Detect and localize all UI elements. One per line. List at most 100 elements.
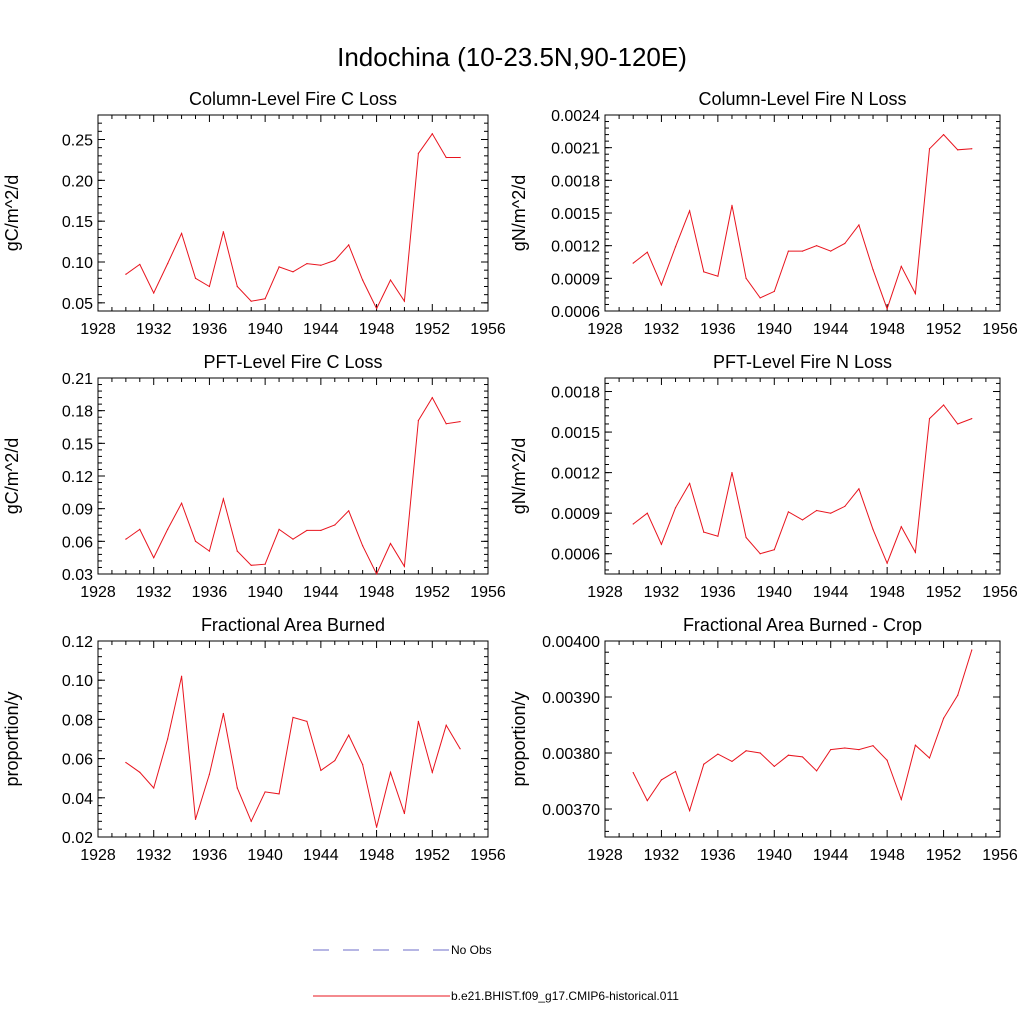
data-point (787, 754, 789, 756)
y-tick-label: 0.06 (62, 752, 93, 769)
data-point (278, 266, 280, 268)
data-point (674, 507, 677, 509)
chart-panel-3: 1928 1932 1936 1940 1944 1948 1952 1956 0.03 0.06… (2, 352, 506, 601)
x-tick-label: 1944 (813, 584, 849, 601)
plot-frame (97, 114, 489, 312)
x-tick-label: 1956 (470, 847, 506, 864)
data-point (801, 519, 804, 521)
data-point (320, 264, 322, 266)
chart-title: Column-Level Fire C Loss (189, 89, 397, 109)
x-tick-label: 1932 (644, 584, 680, 601)
data-point (264, 298, 266, 300)
data-point (167, 528, 169, 530)
data-point (403, 565, 406, 567)
data-point (139, 528, 141, 530)
data-point (674, 770, 677, 773)
data-point (375, 826, 378, 828)
x-tick-label: 1928 (587, 584, 623, 601)
x-tick-label: 1952 (414, 847, 450, 864)
x-tick-label: 1928 (587, 847, 623, 864)
data-point (773, 290, 775, 292)
data-point (914, 744, 916, 746)
x-tick-label: 1928 (80, 321, 116, 338)
data-point (660, 284, 663, 286)
y-tick-label: 0.0006 (551, 547, 600, 564)
data-point (306, 529, 308, 532)
data-point (180, 675, 183, 677)
chart-panel-2: 1928 1932 1936 1940 1944 1948 1952 1956 0.0006 0.… (509, 89, 1018, 338)
y-tick-label: 0.0024 (551, 108, 600, 125)
chart-title: Column-Level Fire N Loss (698, 89, 906, 109)
legend-label-model: b.e21.BHIST.f09_g17.CMIP6-historical.011 (451, 989, 679, 1003)
data-point (674, 246, 677, 248)
figure-title: Indochina (10-23.5N,90-120E) (337, 42, 687, 72)
y-tick-label: 0.21 (62, 371, 93, 388)
data-point (459, 420, 461, 423)
data-point (830, 512, 832, 514)
data-point (957, 423, 959, 425)
y-tick-label: 0.10 (62, 673, 93, 690)
y-tick-label: 0.0015 (551, 425, 600, 442)
data-point (417, 152, 419, 154)
x-tick-label: 1936 (700, 847, 736, 864)
data-point (830, 250, 832, 252)
x-tick-label: 1940 (756, 584, 792, 601)
plot-frame (97, 377, 489, 575)
data-point (153, 557, 155, 559)
data-point (632, 772, 634, 774)
x-tick-label: 1948 (359, 584, 395, 601)
x-tick-label: 1948 (359, 847, 395, 864)
data-point (844, 747, 846, 749)
data-point (689, 482, 691, 485)
y-tick-label: 0.02 (62, 830, 93, 847)
x-tick-label: 1956 (470, 321, 506, 338)
x-tick-label: 1936 (192, 321, 228, 338)
data-point (886, 562, 888, 564)
x-tick-label: 1932 (644, 847, 680, 864)
x-tick-label: 1944 (303, 847, 339, 864)
data-point (278, 528, 280, 530)
data-point (942, 404, 945, 406)
y-tick-label: 0.00400 (542, 634, 600, 651)
data-point (278, 793, 280, 795)
data-point (858, 749, 860, 751)
data-point (362, 279, 364, 281)
data-point (731, 472, 733, 474)
x-tick-label: 1952 (926, 584, 962, 601)
data-point (971, 649, 973, 651)
x-tick-label: 1928 (80, 847, 116, 864)
data-point (194, 818, 197, 820)
series-line (125, 132, 461, 310)
data-point (689, 810, 691, 812)
x-tick-label: 1952 (414, 584, 450, 601)
data-point (646, 512, 648, 514)
y-tick-label: 0.04 (62, 791, 93, 808)
data-point (759, 297, 761, 299)
x-tick-label: 1932 (136, 321, 172, 338)
data-point (180, 232, 183, 235)
y-tick-label: 0.15 (62, 214, 93, 231)
data-point (431, 133, 433, 135)
data-point (928, 757, 931, 759)
plot-frame (604, 640, 1001, 838)
series-line (632, 133, 972, 311)
data-point (886, 308, 888, 310)
data-point (646, 251, 648, 253)
data-point (703, 531, 705, 533)
y-axis-label: gC/m^2/d (2, 438, 22, 514)
y-tick-label: 0.0018 (551, 385, 600, 402)
legend: No Obs b.e21.BHIST.f09_g17.CMIP6-histori… (313, 943, 679, 1003)
data-point (646, 800, 648, 802)
y-tick-label: 0.0009 (551, 506, 600, 523)
data-point (900, 265, 902, 267)
data-point (250, 820, 252, 822)
y-tick-label: 0.08 (62, 712, 93, 729)
data-point (375, 573, 378, 575)
data-point (153, 292, 155, 294)
data-point (334, 524, 336, 526)
plot-frame (604, 114, 1001, 312)
y-axis-label: gC/m^2/d (2, 175, 22, 251)
data-point (459, 156, 461, 159)
chart-title: PFT-Level Fire C Loss (203, 352, 382, 372)
data-point (431, 771, 433, 773)
